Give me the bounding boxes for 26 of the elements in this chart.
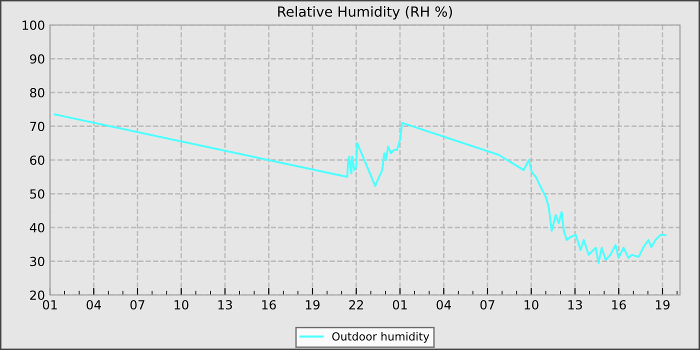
y-tick-label: 70: [30, 122, 44, 132]
x-tick-label: 10: [524, 300, 538, 310]
y-tick-label: 20: [30, 290, 44, 300]
x-tick-label: 07: [480, 300, 494, 310]
x-tick-label: 19: [656, 300, 670, 310]
legend-label: Outdoor humidity: [332, 332, 430, 343]
x-tick-label: 10: [174, 300, 188, 310]
x-tick-label: 13: [218, 300, 232, 310]
y-tick-label: 50: [30, 189, 44, 199]
x-tick-label: 13: [568, 300, 582, 310]
y-tick-label: 100: [22, 20, 44, 30]
y-tick-label: 40: [30, 222, 44, 232]
x-tick-label: 22: [349, 300, 363, 310]
x-tick-label: 01: [392, 300, 407, 310]
x-tick-label: 04: [86, 300, 101, 310]
x-tick-label: 04: [436, 300, 451, 310]
y-tick-label: 60: [30, 155, 44, 165]
x-tick-label: 19: [306, 300, 320, 310]
y-tick-label: 30: [30, 256, 44, 266]
y-tick-label: 80: [30, 88, 44, 98]
chart-title: Relative Humidity (RH %): [278, 6, 452, 20]
x-tick-label: 01: [42, 300, 57, 310]
y-tick-label: 90: [30, 54, 44, 64]
x-tick-label: 16: [262, 300, 276, 310]
x-tick-label: 07: [130, 300, 144, 310]
x-tick-label: 16: [612, 300, 626, 310]
